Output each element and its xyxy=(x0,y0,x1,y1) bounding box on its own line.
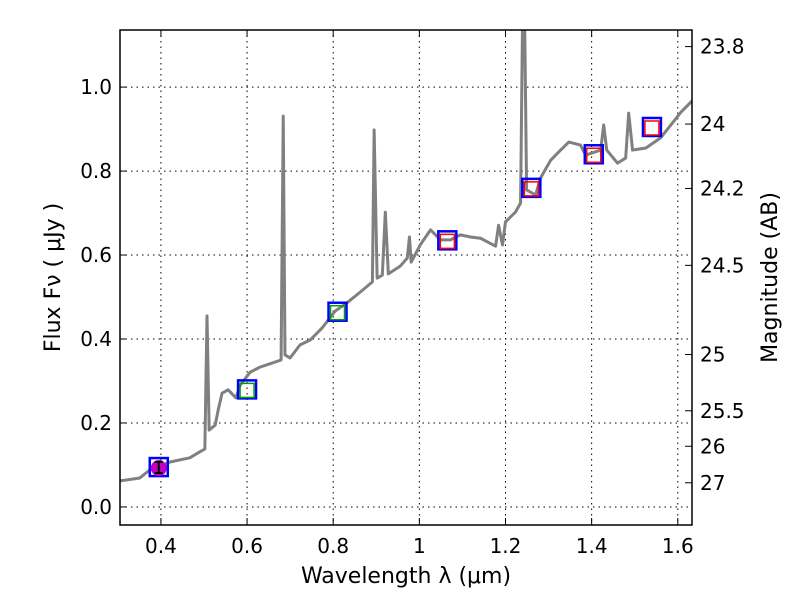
y-axis-label: Flux Fν ( μJy ) xyxy=(41,203,66,352)
y2-axis-label: Magnitude (AB) xyxy=(758,192,783,363)
observed-box xyxy=(236,379,258,400)
x-tick-label: 1 xyxy=(413,534,426,558)
y2-tick-label: 24 xyxy=(700,112,725,136)
plot-frame xyxy=(119,29,693,526)
y2-tick-label: 24.2 xyxy=(700,176,745,200)
model-point xyxy=(523,181,540,197)
x-tick-label: 0.6 xyxy=(231,534,263,558)
spectrum-line xyxy=(120,30,692,483)
x-tick-label: 1.2 xyxy=(490,534,522,558)
observed-box xyxy=(641,116,663,138)
y2-tick-label: 24.5 xyxy=(700,253,745,277)
observed-box xyxy=(583,144,605,165)
x-tick-label: 1.6 xyxy=(662,534,694,558)
model-point xyxy=(439,233,456,250)
y-tick-label: 1.0 xyxy=(80,75,112,99)
y-tick-label: 0.0 xyxy=(80,495,112,519)
model-point xyxy=(644,120,660,136)
observed-box xyxy=(437,230,458,251)
y2-tick-label: 27 xyxy=(700,471,725,495)
y2-tick-label: 23.8 xyxy=(700,35,745,59)
y2-tick-label: 25 xyxy=(700,343,725,367)
observed-box xyxy=(327,301,348,322)
x-axis-label: Wavelength λ (μm) xyxy=(301,564,511,589)
y-tick-label: 0.2 xyxy=(80,411,112,435)
x-tick-label: 1.4 xyxy=(576,534,608,558)
model-point xyxy=(329,304,346,321)
observed-box xyxy=(521,177,542,199)
x-tick-label: 0.4 xyxy=(145,534,177,558)
y-tick-label: 0.6 xyxy=(80,243,112,267)
x-tick-label: 0.8 xyxy=(317,534,349,558)
model-point xyxy=(586,147,602,164)
y-tick-label: 0.4 xyxy=(80,327,112,351)
y2-tick-label: 25.5 xyxy=(700,399,745,423)
y-tick-label: 0.8 xyxy=(80,159,112,183)
model-point xyxy=(239,382,255,399)
y2-tick-label: 26 xyxy=(700,434,725,458)
error-bar xyxy=(154,461,163,475)
